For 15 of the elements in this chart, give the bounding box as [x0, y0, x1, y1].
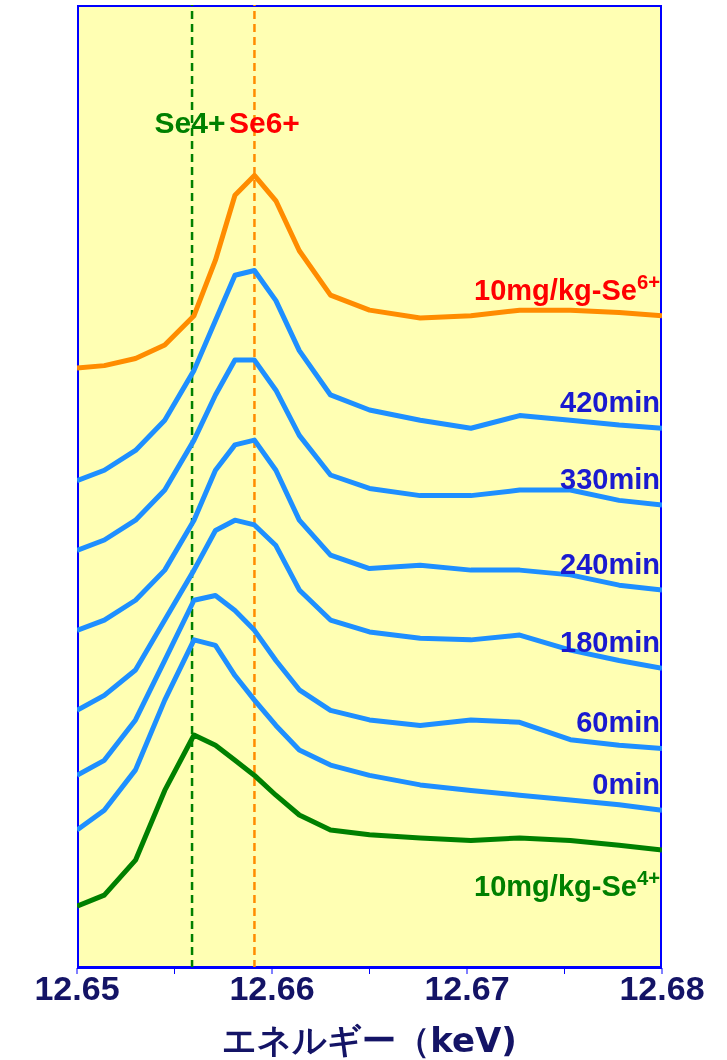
x-tick-label: 12.66: [229, 969, 315, 1008]
x-tick-label: 12.67: [424, 969, 510, 1008]
series-label: 60min: [576, 706, 660, 739]
x-axis-title: エネルギー（keV): [222, 1020, 517, 1060]
x-tick-label: 12.68: [619, 969, 705, 1008]
series-label: 420min: [560, 386, 660, 419]
ref-line-label: Se4+: [154, 106, 226, 139]
series-label: 180min: [560, 626, 660, 659]
series-label: 0min: [592, 768, 660, 801]
series-label: 10mg/kg-Se$^{6+}$: [474, 270, 661, 306]
series-label: 10mg/kg-Se$^{4+}$: [474, 866, 661, 902]
series-label: 240min: [560, 547, 660, 580]
ref-line-label: Se6+: [229, 106, 300, 139]
series-label: 330min: [560, 463, 660, 496]
x-tick-label: 12.65: [34, 969, 120, 1008]
